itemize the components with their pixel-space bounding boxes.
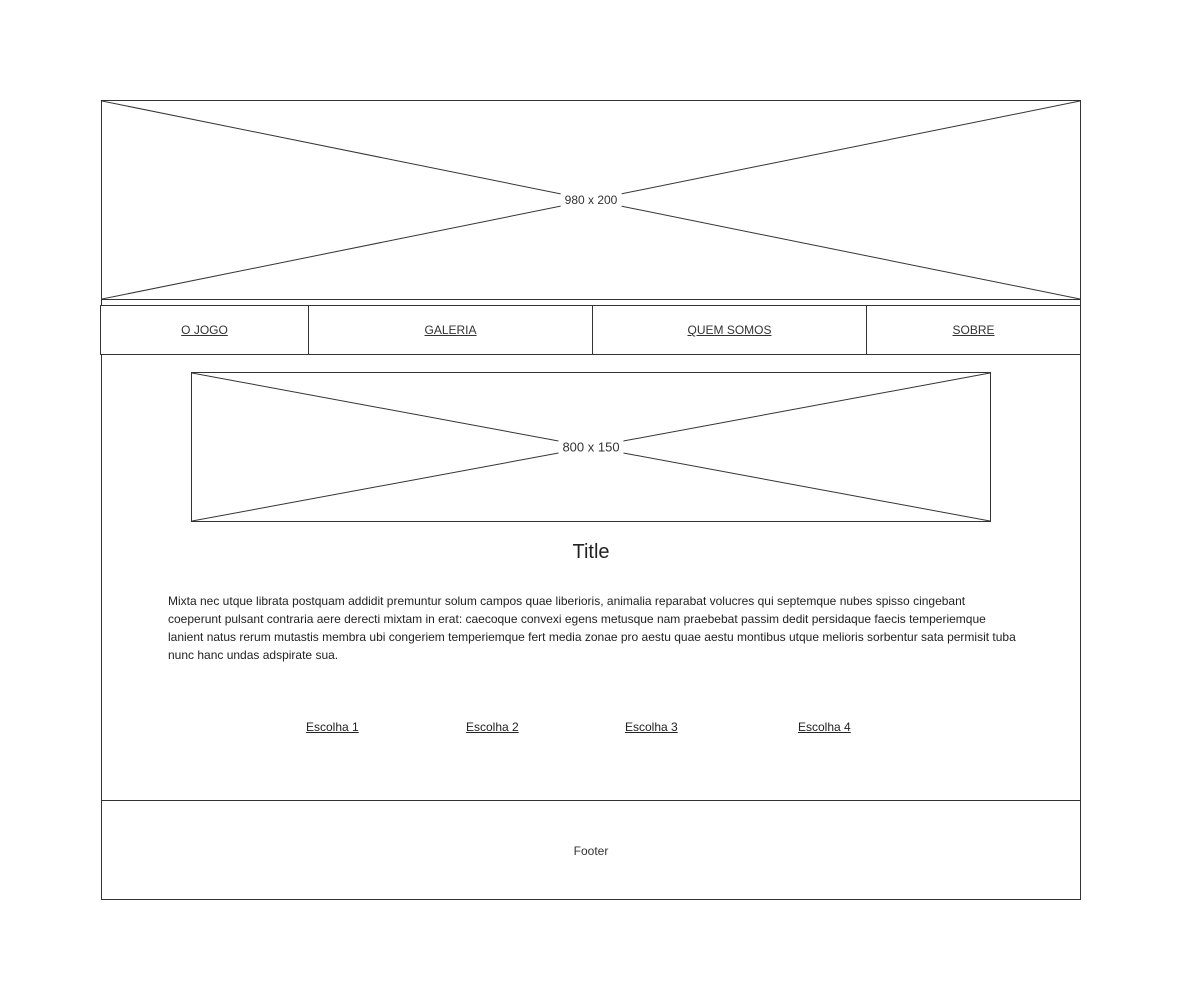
choice-link-1[interactable]: Escolha 1 (306, 720, 359, 734)
choice-link-3[interactable]: Escolha 3 (625, 720, 678, 734)
body-paragraph: Mixta nec utque librata postquam addidit… (168, 594, 1016, 662)
choice-link-4[interactable]: Escolha 4 (798, 720, 851, 734)
header-image-placeholder: 980 x 200 (101, 100, 1081, 300)
choice-link-2[interactable]: Escolha 2 (466, 720, 519, 734)
nav-item-sobre[interactable]: SOBRE (866, 306, 1080, 354)
nav-item-galeria[interactable]: GALERIA (308, 306, 592, 354)
banner-image-size-label: 800 x 150 (558, 439, 624, 455)
page-title: Title (572, 541, 610, 563)
main-nav: O JOGO GALERIA QUEM SOMOS SOBRE (100, 305, 1081, 355)
header-image-size-label: 980 x 200 (560, 193, 622, 207)
banner-image-placeholder: 800 x 150 (191, 372, 991, 522)
footer-label: Footer (573, 843, 609, 858)
nav-item-o-jogo[interactable]: O JOGO (181, 323, 228, 337)
nav-item-quem-somos[interactable]: QUEM SOMOS (592, 306, 866, 354)
footer: Footer (101, 800, 1081, 900)
